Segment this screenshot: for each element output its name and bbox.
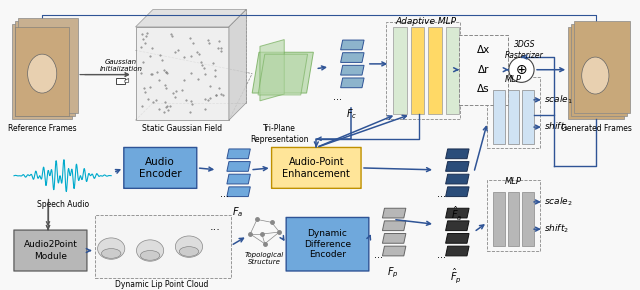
- Polygon shape: [125, 79, 129, 82]
- Polygon shape: [258, 54, 308, 95]
- Text: Adaptive MLP: Adaptive MLP: [396, 17, 457, 26]
- Circle shape: [509, 57, 534, 82]
- Text: ...: ...: [374, 250, 383, 260]
- Text: MLP: MLP: [505, 75, 522, 84]
- Text: ...: ...: [437, 189, 446, 199]
- Bar: [522, 90, 534, 144]
- Polygon shape: [383, 221, 406, 231]
- Bar: [393, 27, 407, 115]
- Bar: [428, 27, 442, 115]
- Text: $\mathit{scale}_1$: $\mathit{scale}_1$: [544, 94, 573, 106]
- Polygon shape: [340, 78, 364, 88]
- Polygon shape: [445, 149, 469, 159]
- Text: Audio2Point
Module: Audio2Point Module: [24, 240, 77, 261]
- Polygon shape: [383, 246, 406, 256]
- Polygon shape: [340, 40, 364, 50]
- Text: $\mathit{F_a}$: $\mathit{F_a}$: [232, 205, 243, 219]
- Text: ...: ...: [210, 222, 221, 232]
- Polygon shape: [260, 39, 284, 101]
- Bar: [411, 27, 424, 115]
- Text: Audio
Encoder: Audio Encoder: [139, 157, 182, 179]
- FancyBboxPatch shape: [574, 21, 630, 113]
- Polygon shape: [252, 52, 314, 93]
- Ellipse shape: [97, 238, 125, 259]
- FancyBboxPatch shape: [568, 27, 625, 119]
- Polygon shape: [227, 174, 250, 184]
- Polygon shape: [136, 27, 229, 120]
- Text: Rasterizer: Rasterizer: [505, 51, 544, 60]
- Bar: [493, 192, 505, 246]
- Polygon shape: [445, 221, 469, 231]
- Text: ⊕: ⊕: [516, 63, 527, 77]
- Polygon shape: [445, 187, 469, 197]
- Text: ...: ...: [437, 250, 446, 260]
- Bar: [522, 192, 534, 246]
- FancyBboxPatch shape: [95, 215, 231, 278]
- FancyBboxPatch shape: [12, 24, 72, 119]
- Polygon shape: [227, 162, 250, 171]
- FancyBboxPatch shape: [18, 18, 78, 113]
- Polygon shape: [227, 149, 250, 159]
- Bar: [508, 192, 520, 246]
- Polygon shape: [445, 233, 469, 243]
- Text: ...: ...: [220, 189, 229, 199]
- Text: Gaussian
Initialization: Gaussian Initialization: [99, 59, 143, 72]
- Polygon shape: [340, 53, 364, 62]
- FancyBboxPatch shape: [271, 148, 361, 188]
- Text: Static Gaussian Field: Static Gaussian Field: [142, 124, 222, 133]
- Bar: [445, 27, 460, 115]
- Polygon shape: [136, 10, 246, 27]
- Text: $\mathit{F_p}$: $\mathit{F_p}$: [387, 266, 399, 280]
- FancyBboxPatch shape: [124, 148, 196, 188]
- Bar: [116, 79, 125, 84]
- Text: Dynamic Lip Point Cloud: Dynamic Lip Point Cloud: [115, 280, 209, 289]
- Ellipse shape: [140, 251, 160, 260]
- Text: Δs: Δs: [477, 84, 490, 94]
- Polygon shape: [445, 174, 469, 184]
- Text: Tri-Plane
Representation: Tri-Plane Representation: [250, 124, 308, 144]
- Polygon shape: [383, 208, 406, 218]
- FancyBboxPatch shape: [14, 230, 87, 271]
- Text: $\mathit{scale}_2$: $\mathit{scale}_2$: [544, 196, 572, 208]
- FancyBboxPatch shape: [286, 218, 369, 271]
- Text: Δr: Δr: [478, 65, 489, 75]
- FancyBboxPatch shape: [15, 27, 69, 116]
- Polygon shape: [227, 187, 250, 197]
- Text: MLP: MLP: [505, 177, 522, 186]
- FancyBboxPatch shape: [571, 24, 627, 116]
- Ellipse shape: [582, 57, 609, 94]
- Polygon shape: [229, 10, 246, 120]
- Text: $\mathit{shift}_2$: $\mathit{shift}_2$: [544, 223, 569, 235]
- FancyBboxPatch shape: [15, 21, 76, 116]
- Bar: [508, 90, 520, 144]
- Text: $\mathit{F_c}$: $\mathit{F_c}$: [346, 108, 357, 122]
- Ellipse shape: [175, 236, 203, 257]
- Ellipse shape: [179, 247, 198, 256]
- Ellipse shape: [28, 54, 57, 93]
- Text: Δx: Δx: [477, 45, 490, 55]
- Text: Reference Frames: Reference Frames: [8, 124, 77, 133]
- Text: $\mathit{shift}_1$: $\mathit{shift}_1$: [544, 121, 569, 133]
- Polygon shape: [340, 65, 364, 75]
- Text: Dynamic
Difference
Encoder: Dynamic Difference Encoder: [304, 229, 351, 259]
- Text: $\hat{\mathit{F}}_a$: $\hat{\mathit{F}}_a$: [451, 205, 462, 223]
- Polygon shape: [445, 208, 469, 218]
- Polygon shape: [445, 162, 469, 171]
- Text: Topological
Structure: Topological Structure: [245, 251, 284, 264]
- Text: Audio-Point
Enhancement: Audio-Point Enhancement: [282, 157, 350, 179]
- Text: ...: ...: [333, 92, 342, 102]
- Text: $\hat{\mathit{F}}_p$: $\hat{\mathit{F}}_p$: [451, 266, 462, 285]
- Text: Generated Frames: Generated Frames: [561, 124, 632, 133]
- Polygon shape: [445, 246, 469, 256]
- Text: 3DGS: 3DGS: [514, 40, 535, 49]
- Ellipse shape: [102, 249, 121, 258]
- Polygon shape: [383, 233, 406, 243]
- Bar: [493, 90, 505, 144]
- Ellipse shape: [136, 240, 164, 261]
- Text: Speech Audio: Speech Audio: [36, 200, 89, 209]
- FancyBboxPatch shape: [460, 35, 508, 105]
